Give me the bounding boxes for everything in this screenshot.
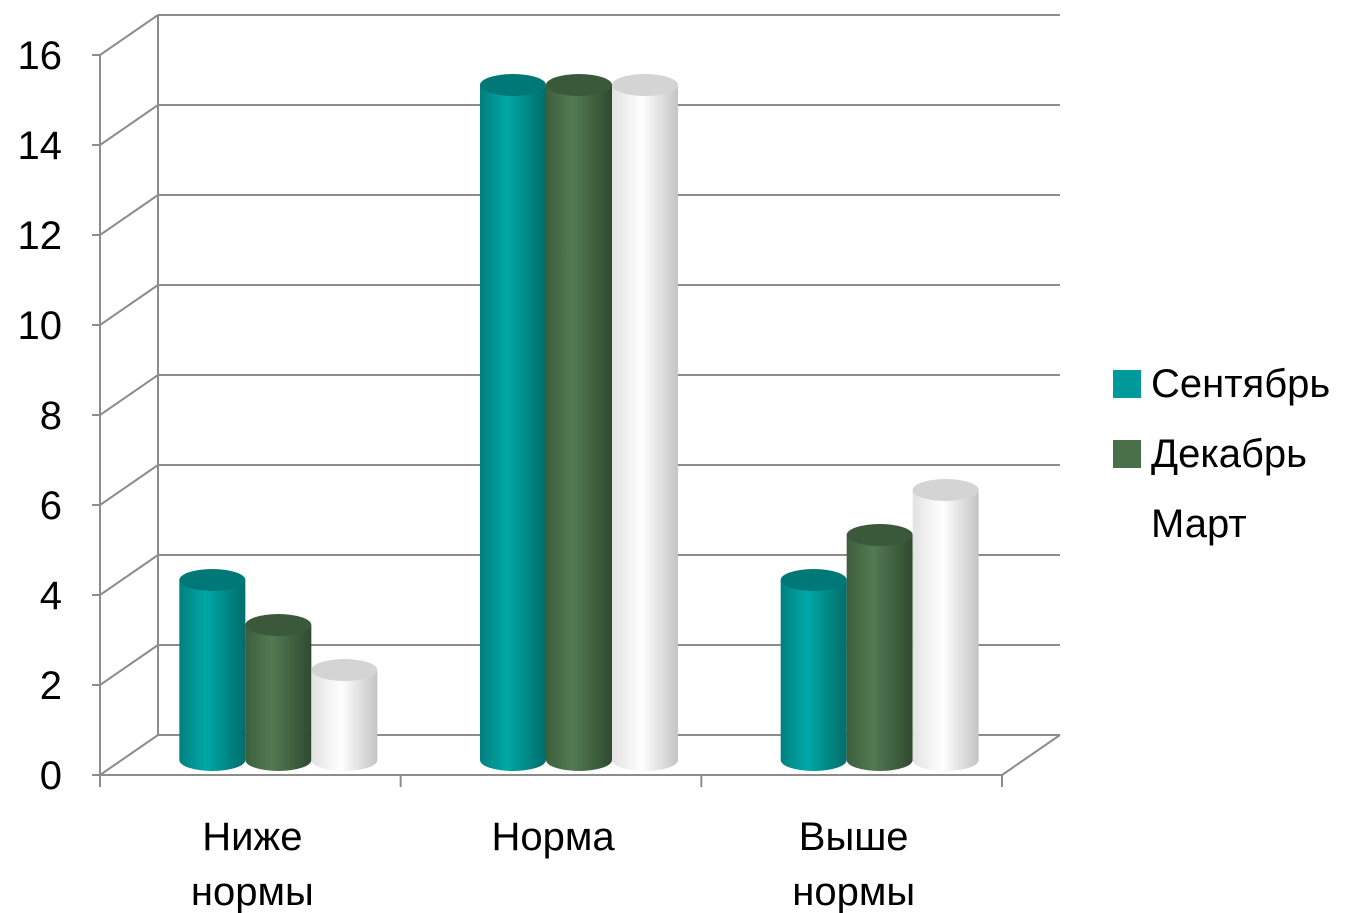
grid-diagonal <box>99 734 159 776</box>
bar <box>480 74 546 771</box>
y-tick-label: 10 <box>18 304 63 348</box>
x-category-label: Ниже нормы <box>191 815 314 913</box>
bar <box>846 524 913 771</box>
grid-diagonal <box>99 14 159 56</box>
floor-right-edge <box>1001 734 1061 776</box>
bar <box>179 569 246 771</box>
labels: 0 2 4 6 8 10 12 14 16 Ниже нормы Норма Выше нормы <box>18 34 916 913</box>
bar-body <box>780 580 847 771</box>
y-tick-label: 8 <box>40 394 62 438</box>
legend-swatch <box>1113 510 1141 538</box>
legend-item: Сентябрь <box>1113 362 1330 406</box>
grid-diagonal <box>99 464 159 506</box>
bar-top <box>311 659 378 681</box>
legend-swatch <box>1113 370 1141 398</box>
y-tick-label: 12 <box>18 214 63 258</box>
bar <box>612 74 678 771</box>
legend-label: Март <box>1151 502 1247 546</box>
grid-diagonal <box>99 104 159 146</box>
bar <box>546 74 612 771</box>
legend-label: Сентябрь <box>1151 362 1330 406</box>
bar-body <box>480 85 546 771</box>
y-tick-label: 6 <box>40 484 62 528</box>
grid-diagonal <box>99 554 159 596</box>
x-category-label: Норма <box>491 815 615 859</box>
bar-body <box>179 580 246 771</box>
grid-diagonal <box>99 284 159 326</box>
bar <box>245 614 312 771</box>
legend-label: Декабрь <box>1151 432 1307 476</box>
bar-body <box>846 535 913 771</box>
bar <box>912 479 979 771</box>
bar-body <box>311 670 378 771</box>
bar-top <box>245 614 312 636</box>
grid-diagonal <box>99 374 159 416</box>
bar-body <box>912 490 979 771</box>
y-tick-label: 4 <box>40 574 62 618</box>
bar <box>780 569 847 771</box>
bar-top <box>546 74 612 96</box>
bar-top <box>179 569 246 591</box>
legend-swatch <box>1113 440 1141 468</box>
bar-top <box>480 74 546 96</box>
axes <box>92 54 1061 787</box>
grid-diagonal <box>99 194 159 236</box>
y-tick-label: 16 <box>18 34 63 78</box>
bar-body <box>245 625 312 771</box>
bar-top <box>912 479 979 501</box>
y-tick-label: 14 <box>18 124 63 168</box>
y-tick-label: 0 <box>40 754 62 798</box>
bars <box>179 74 979 771</box>
grid-diagonal <box>99 644 159 686</box>
x-category-label: Выше нормы <box>792 815 915 913</box>
bar-body <box>546 85 612 771</box>
legend-item: Март <box>1113 502 1247 546</box>
bar <box>311 659 378 771</box>
y-tick-label: 2 <box>40 664 62 708</box>
bar-top <box>780 569 847 591</box>
legend-item: Декабрь <box>1113 432 1307 476</box>
bar-top <box>612 74 678 96</box>
bar-body <box>612 85 678 771</box>
legend: Сентябрь Декабрь Март <box>1113 362 1330 546</box>
bar-top <box>846 524 913 546</box>
